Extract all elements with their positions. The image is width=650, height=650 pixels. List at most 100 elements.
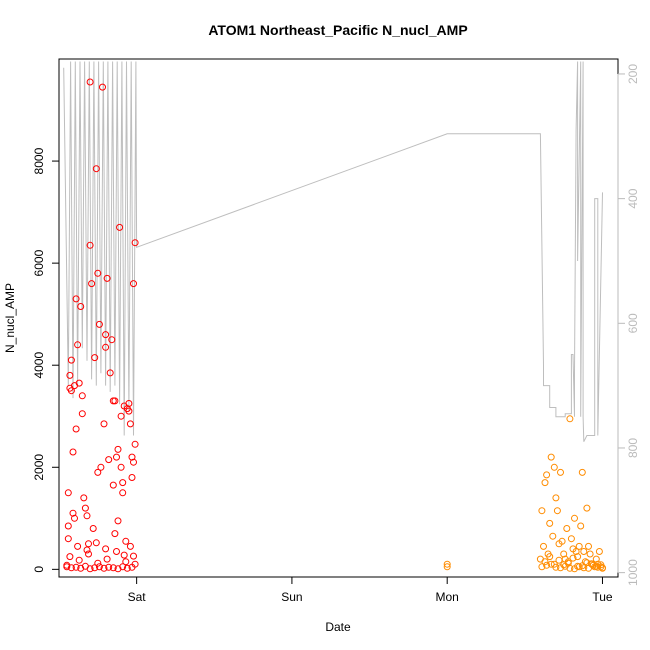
data-point (92, 165, 100, 173)
data-point (100, 564, 108, 572)
data-point (120, 551, 128, 559)
plot-frame (58, 58, 619, 578)
data-point (578, 468, 586, 476)
data-point (67, 387, 75, 395)
data-point (597, 561, 605, 569)
data-point (77, 564, 85, 572)
data-point (580, 564, 588, 572)
y2-tick-label: 400 (626, 188, 640, 208)
data-point (97, 463, 105, 471)
data-point (83, 512, 91, 520)
data-point (66, 371, 74, 379)
data-point (86, 78, 94, 86)
data-point (63, 563, 71, 571)
data-point (64, 522, 72, 530)
data-point (131, 440, 139, 448)
data-point (564, 559, 572, 567)
data-point (577, 522, 585, 530)
data-point (106, 369, 114, 377)
data-point (116, 223, 124, 231)
data-point (597, 563, 605, 571)
data-point (541, 479, 549, 487)
pressure-line (63, 61, 603, 442)
data-point (67, 356, 75, 364)
data-point (109, 564, 117, 572)
data-point (125, 407, 133, 415)
data-point (557, 468, 564, 476)
data-point (105, 563, 113, 571)
data-point (131, 560, 139, 568)
data-point (78, 392, 86, 400)
data-point (86, 241, 94, 249)
data-point (103, 555, 111, 563)
data-point (585, 542, 592, 550)
data-point (105, 456, 113, 464)
y2-axis: 200 400 600 800 1000 (617, 64, 640, 586)
data-point (119, 563, 127, 571)
data-point (128, 474, 136, 481)
data-point (560, 550, 568, 558)
data-point (100, 420, 108, 428)
data-point (77, 303, 85, 310)
data-point (130, 552, 137, 560)
data-point (563, 525, 571, 532)
data-point (69, 509, 77, 517)
data-point (558, 537, 566, 545)
data-point (94, 559, 102, 567)
x-tick-label: Sun (281, 590, 302, 604)
data-point (575, 542, 583, 550)
data-point (102, 343, 110, 351)
data-point (108, 336, 116, 344)
data-point (540, 542, 547, 550)
data-point (543, 561, 551, 569)
data-point (74, 542, 82, 550)
data-point (555, 556, 563, 564)
data-point (103, 274, 111, 282)
x-tick-label: Sat (128, 590, 147, 604)
data-point (95, 563, 103, 571)
data-point (586, 550, 594, 558)
data-point (550, 560, 558, 568)
data-point (547, 453, 555, 461)
data-point (75, 379, 83, 387)
y2-tick-label: 600 (626, 313, 640, 333)
data-point (102, 331, 110, 339)
data-point (574, 553, 582, 561)
data-point (126, 420, 134, 428)
chart-title: ATOM1 Northeast_Pacific N_nucl_AMP (208, 22, 467, 38)
data-point (543, 471, 551, 479)
data-point (91, 354, 99, 362)
data-point (86, 565, 94, 573)
x-axis-label: Date (325, 620, 351, 634)
data-point (546, 519, 554, 527)
data-point (81, 504, 89, 512)
data-point (114, 565, 122, 573)
data-point (592, 562, 600, 570)
data-point (569, 554, 577, 562)
data-point (80, 494, 88, 502)
y2-tick-label: 1000 (626, 559, 640, 586)
data-point (78, 410, 86, 418)
data-point (72, 563, 80, 571)
data-point (74, 341, 82, 349)
data-point (589, 561, 597, 569)
data-point (566, 415, 574, 423)
data-point (64, 489, 72, 497)
data-point (119, 479, 127, 487)
data-point (95, 320, 103, 328)
data-point (109, 481, 117, 489)
data-point (122, 537, 130, 545)
y-tick-label: 6000 (32, 249, 46, 276)
data-point (130, 458, 137, 466)
data-point (443, 560, 451, 568)
data-point (125, 400, 133, 407)
data-point (114, 517, 122, 525)
data-point (94, 468, 102, 476)
data-point (131, 239, 139, 247)
data-point (126, 542, 134, 550)
points-layer (63, 78, 606, 573)
data-point (83, 546, 91, 554)
data-point (128, 453, 136, 461)
data-point (547, 560, 555, 568)
data-point (67, 564, 75, 572)
